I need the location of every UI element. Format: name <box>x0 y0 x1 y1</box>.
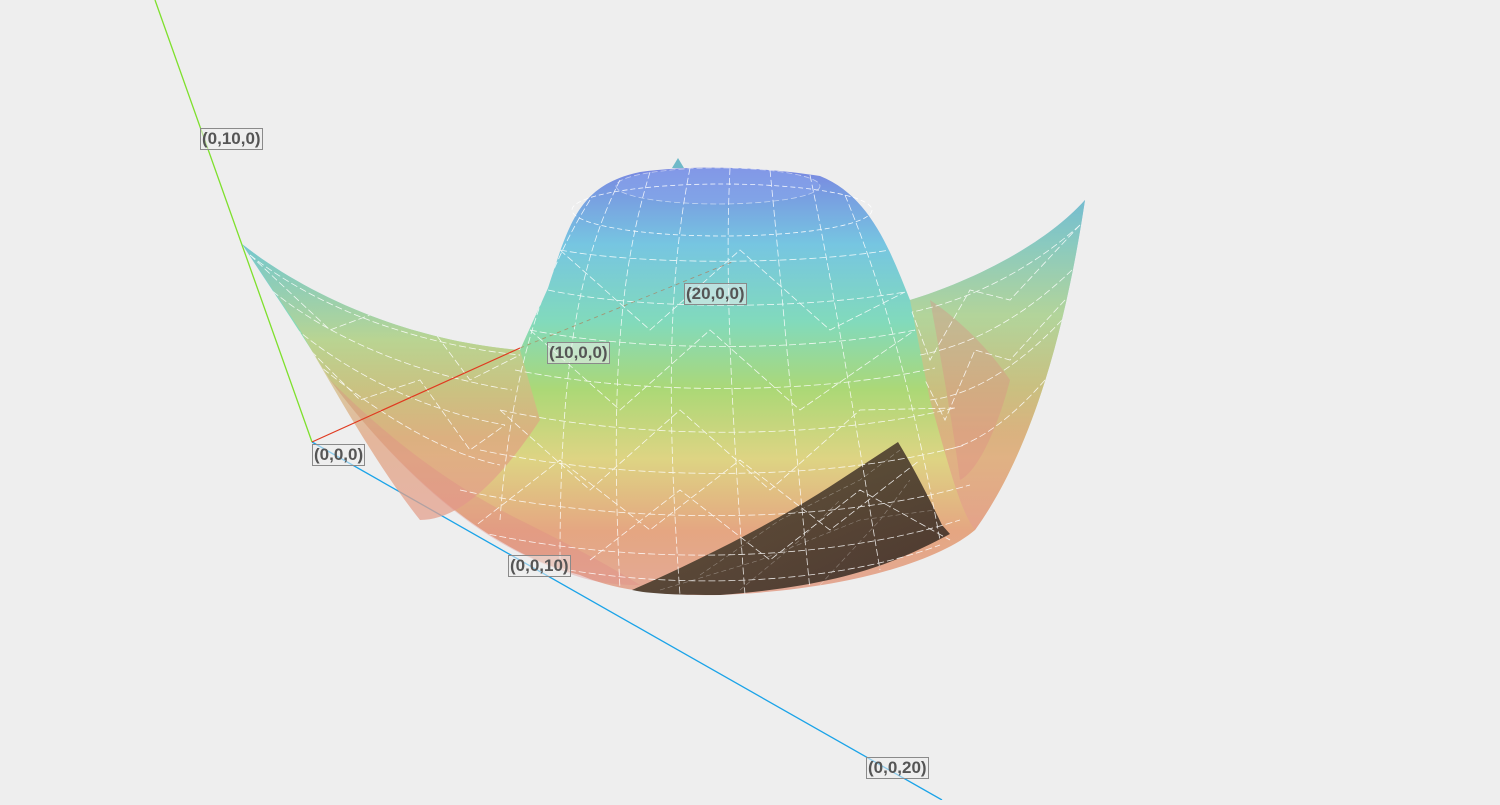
axis-label-z10: (0,0,10) <box>508 555 571 577</box>
axis-label-z20: (0,0,20) <box>866 757 929 779</box>
axis-label-y10: (0,10,0) <box>200 128 263 150</box>
surface-mesh <box>242 158 1085 596</box>
axis-label-x20: (20,0,0) <box>684 283 747 305</box>
y-axis-line <box>154 0 313 443</box>
axis-label-x10: (10,0,0) <box>547 342 610 364</box>
x-axis-line <box>311 347 521 443</box>
x-axis-line-hidden <box>519 261 733 349</box>
axis-label-origin: (0,0,0) <box>312 444 366 466</box>
